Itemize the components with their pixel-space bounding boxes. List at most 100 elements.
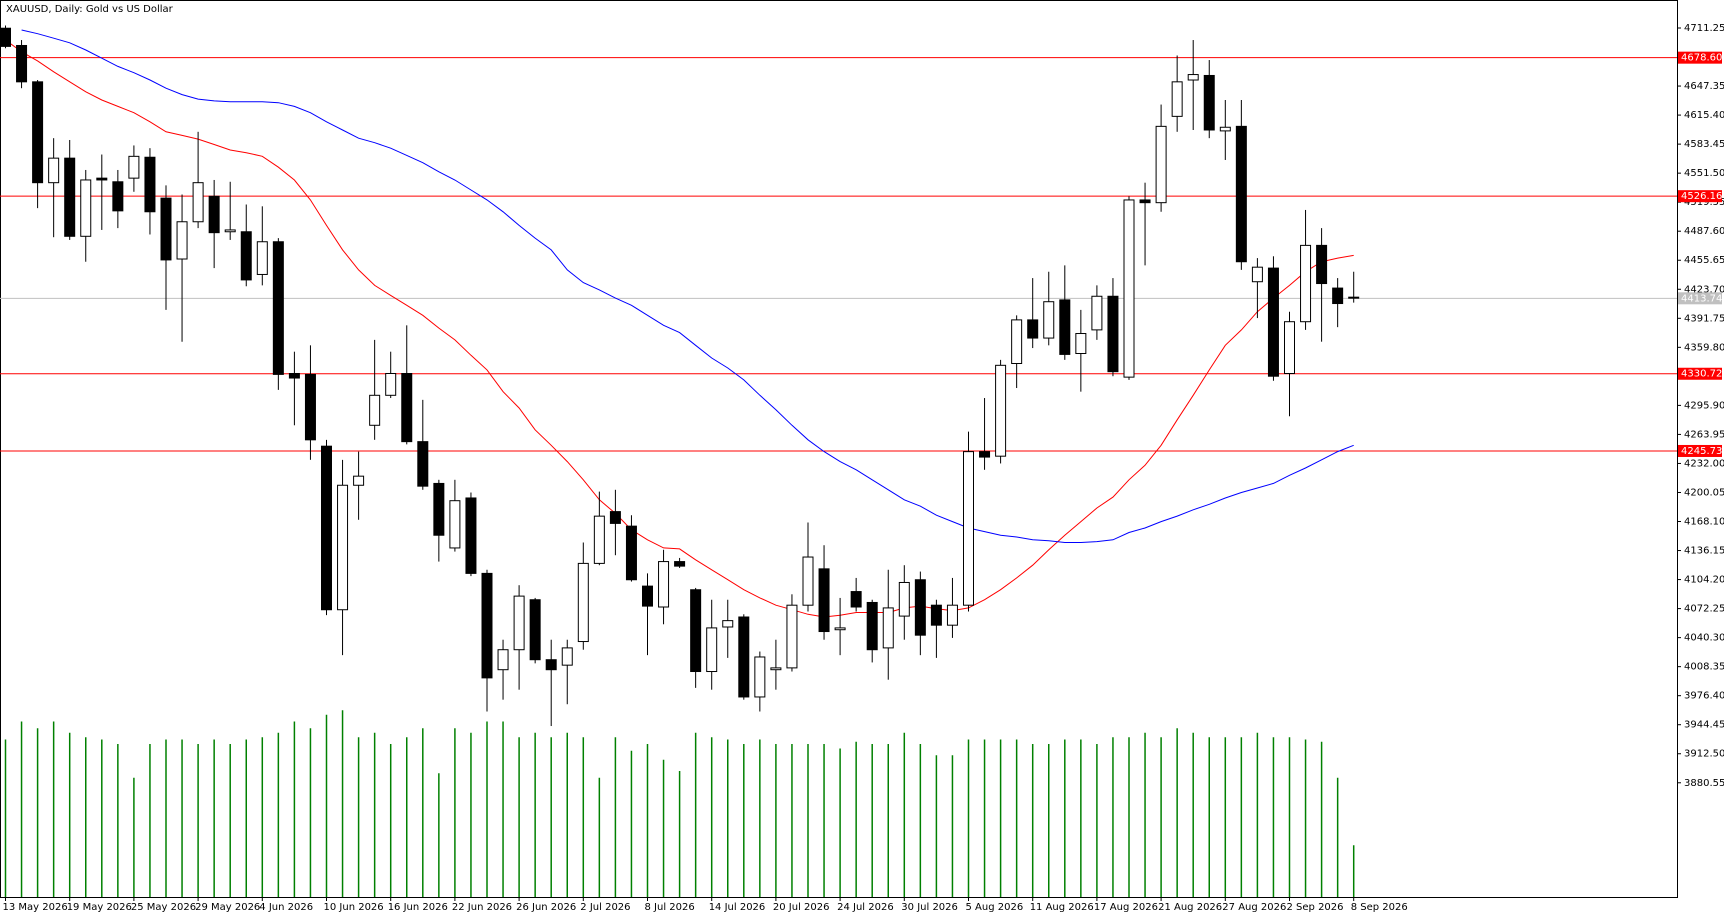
candle-body: [288, 372, 300, 379]
candle-body: [112, 181, 124, 212]
candle-body: [690, 589, 702, 673]
x-tick-label: 5 Aug 2026: [966, 902, 1024, 913]
candle-body: [706, 627, 718, 673]
y-tick-label: 4455.65: [1684, 255, 1724, 266]
candle-body: [1091, 295, 1103, 331]
candle-body: [674, 561, 686, 567]
x-tick-label: 22 Jun 2026: [452, 902, 512, 913]
moving-average-line: [21, 29, 1354, 543]
candle-body: [128, 155, 140, 179]
candle-body: [802, 556, 814, 606]
candle-body: [979, 451, 991, 458]
y-tick-label: 4647.35: [1684, 81, 1724, 92]
candle-body: [1139, 199, 1151, 204]
candle-body: [80, 179, 92, 237]
x-tick-label: 2 Sep 2026: [1287, 902, 1344, 913]
candle-body: [401, 372, 413, 443]
level-label-box: [1678, 444, 1722, 457]
candle-body: [1300, 244, 1312, 323]
moving-average-line: [5, 39, 1354, 618]
level-label: 4526.16: [1681, 191, 1722, 202]
candle-body: [1155, 125, 1167, 204]
candle-body: [176, 221, 188, 260]
candle-body: [545, 659, 557, 671]
x-tick-label: 14 Jul 2026: [709, 902, 766, 913]
y-tick-label: 4551.50: [1684, 168, 1724, 179]
candle-body: [1059, 299, 1071, 355]
candle-body: [1187, 74, 1199, 81]
candle-body: [882, 607, 894, 649]
candle-body: [898, 581, 910, 617]
candle-body: [963, 451, 974, 606]
candle-body: [16, 44, 28, 83]
candle-body: [995, 364, 1007, 457]
y-tick-label: 4391.75: [1684, 313, 1724, 324]
candle-body: [1075, 333, 1087, 355]
x-tick-label: 27 Aug 2026: [1222, 902, 1286, 913]
x-tick-label: 26 Jun 2026: [516, 902, 576, 913]
candle-body: [786, 604, 798, 669]
candle-body: [722, 620, 734, 628]
x-tick-label: 25 May 2026: [131, 902, 196, 913]
y-tick-label: 4615.40: [1684, 110, 1724, 121]
candle-body: [754, 656, 766, 698]
candle-body: [369, 394, 381, 426]
candle-body: [1171, 81, 1183, 117]
candle-body: [465, 497, 477, 574]
x-tick-label: 19 May 2026: [67, 902, 132, 913]
y-tick-label: 3944.45: [1684, 720, 1724, 731]
x-tick-label: 16 Jun 2026: [388, 902, 448, 913]
x-tick-label: 29 May 2026: [195, 902, 260, 913]
level-label-box: [1678, 51, 1722, 64]
candle-body: [930, 604, 942, 626]
x-tick-label: 13 May 2026: [3, 902, 68, 913]
candle-body: [353, 475, 365, 486]
candle-body: [481, 572, 493, 679]
y-tick-label: 4583.45: [1684, 139, 1724, 150]
candle-body: [577, 562, 589, 643]
candle-body: [529, 599, 541, 661]
candle-body: [866, 601, 878, 651]
candle-body: [497, 649, 509, 671]
candle-body: [385, 372, 397, 396]
y-tick-label: 4232.00: [1684, 458, 1724, 469]
y-tick-label: 4263.95: [1684, 429, 1724, 440]
candle-body: [417, 441, 429, 487]
candle-body: [224, 229, 236, 233]
y-tick-label: 3912.50: [1684, 749, 1724, 760]
chart-title: XAUUSD, Daily: Gold vs US Dollar: [6, 4, 174, 15]
candle-body: [609, 511, 621, 524]
candle-body: [240, 231, 252, 281]
candle-body: [96, 177, 108, 181]
level-label: 4245.73: [1681, 446, 1722, 457]
candle-body: [642, 585, 653, 607]
y-tick-label: 4008.35: [1684, 662, 1724, 673]
x-tick-label: 8 Jul 2026: [645, 902, 695, 913]
candle-body: [834, 627, 846, 631]
candle-body: [914, 579, 926, 636]
level-label: 4330.72: [1681, 369, 1722, 380]
candle-body: [321, 445, 332, 611]
y-tick-label: 4519.55: [1684, 197, 1724, 208]
candle-body: [1203, 74, 1215, 131]
candle-body: [1219, 126, 1231, 132]
y-tick-label: 4072.25: [1684, 604, 1724, 615]
candle-body: [1267, 267, 1279, 377]
candle-body: [1332, 287, 1344, 305]
candle-body: [192, 182, 204, 223]
level-label: 4678.60: [1681, 53, 1722, 64]
y-tick-label: 4487.60: [1684, 226, 1724, 237]
x-tick-label: 10 Jun 2026: [324, 902, 384, 913]
candle-body: [337, 484, 349, 611]
candle-body: [144, 156, 156, 213]
candle-body: [1316, 244, 1328, 285]
y-tick-label: 3976.40: [1684, 691, 1724, 702]
candle-body: [850, 591, 862, 608]
y-tick-label: 4040.30: [1684, 633, 1724, 644]
x-tick-label: 24 Jul 2026: [837, 902, 894, 913]
y-tick-label: 4136.15: [1684, 546, 1724, 557]
candle-body: [64, 157, 76, 237]
candle-body: [1011, 319, 1023, 364]
candle-body: [208, 195, 220, 234]
